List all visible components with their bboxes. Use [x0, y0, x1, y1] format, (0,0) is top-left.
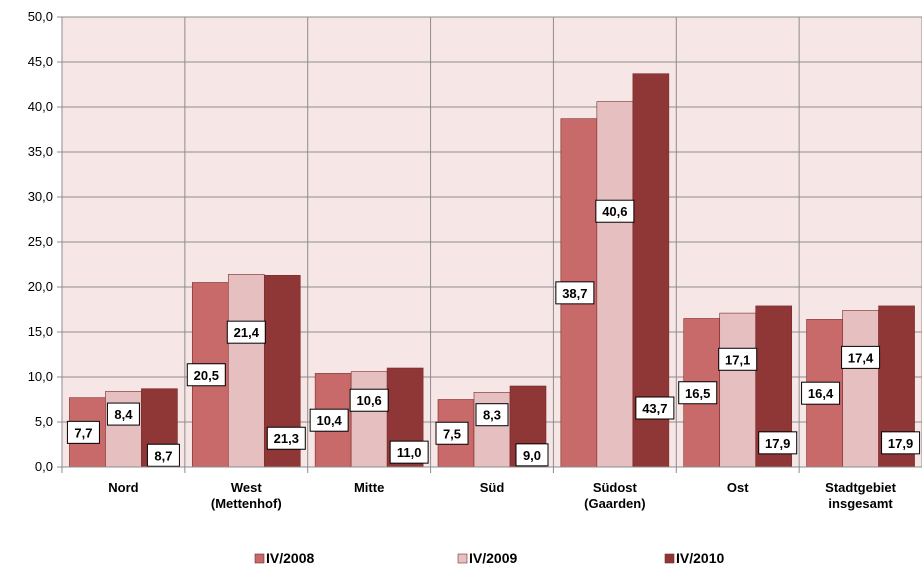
y-tick-label: 25,0 — [28, 234, 53, 249]
data-label: 43,7 — [642, 401, 667, 416]
legend-label: IV/2008 — [266, 550, 314, 566]
data-label-box — [678, 381, 718, 405]
y-tick-label: 40,0 — [28, 99, 53, 114]
legend: IV/2008 IV/2009 IV/2010 — [254, 550, 724, 566]
y-tick-label: 15,0 — [28, 324, 53, 339]
y-tick-label: 10,0 — [28, 369, 53, 384]
data-label: 38,7 — [562, 286, 587, 301]
legend-label: IV/2010 — [676, 550, 724, 566]
data-label: 7,7 — [74, 425, 92, 440]
data-label-box — [881, 431, 921, 455]
data-label: 40,6 — [602, 204, 627, 219]
data-label: 10,6 — [356, 393, 381, 408]
data-label-box — [389, 440, 429, 464]
data-label: 11,0 — [397, 445, 422, 460]
data-label: 20,5 — [194, 368, 219, 383]
bar-iv-2009 — [596, 101, 634, 468]
data-label-box — [309, 408, 349, 432]
x-tick-label: Mitte — [354, 480, 384, 495]
data-label: 8,4 — [114, 407, 133, 422]
data-label-box — [146, 443, 180, 467]
data-label: 10,4 — [316, 413, 342, 428]
data-label: 7,5 — [443, 426, 461, 441]
y-tick-label: 50,0 — [28, 9, 53, 24]
data-labels: 7,7 8,4 8,7 20,5 21,4 21,3 10,4 10,6 11,0 7,5 8,3 9… — [66, 199, 921, 467]
bar-iv-2009 — [842, 310, 879, 468]
legend-swatch — [664, 553, 675, 564]
data-label-box — [66, 420, 100, 444]
data-label-box — [635, 396, 675, 420]
data-label-box — [266, 426, 306, 450]
y-tick-label: 45,0 — [28, 54, 53, 69]
data-label: 16,4 — [808, 386, 834, 401]
data-label-box — [758, 431, 798, 455]
x-tick-label: West (Mettenhof) — [211, 480, 282, 511]
y-axis: 0,0 5,0 10,0 15,0 20,0 25,0 30,0 35,0 40,0 45,0 50… — [28, 9, 63, 474]
y-tick-label: 30,0 — [28, 189, 53, 204]
y-tick-label: 35,0 — [28, 144, 53, 159]
data-label: 21,3 — [274, 431, 299, 446]
bar-iv-2009 — [719, 312, 757, 468]
data-label: 16,5 — [685, 386, 710, 401]
data-label-box — [106, 402, 140, 426]
data-label-box — [801, 381, 841, 405]
data-label: 8,3 — [483, 408, 501, 423]
data-label-box — [475, 403, 509, 427]
data-label-box — [555, 281, 595, 305]
data-label-box — [226, 320, 266, 344]
y-tick-label: 0,0 — [35, 459, 53, 474]
legend-label: IV/2009 — [469, 550, 517, 566]
data-label: 8,7 — [154, 448, 172, 463]
data-label: 21,4 — [234, 325, 260, 340]
legend-swatch — [457, 553, 468, 564]
x-tick-label: Südost (Gaarden) — [584, 480, 645, 511]
data-label: 17,9 — [888, 436, 913, 451]
bar-iv-2009 — [350, 371, 388, 468]
x-tick-label: Ost — [727, 480, 749, 495]
data-label-box — [515, 443, 549, 467]
data-label-box — [595, 199, 635, 223]
legend-swatch — [254, 553, 265, 564]
x-tick-label: Süd — [480, 480, 505, 495]
data-label: 17,4 — [848, 350, 874, 365]
data-label: 9,0 — [523, 448, 541, 463]
data-label-box — [841, 345, 881, 369]
x-tick-label: Nord — [108, 480, 138, 495]
data-label-box — [186, 363, 226, 387]
data-label: 17,9 — [765, 436, 790, 451]
data-label-box — [435, 421, 469, 445]
y-tick-label: 20,0 — [28, 279, 53, 294]
data-label: 17,1 — [725, 352, 750, 367]
y-tick-label: 5,0 — [35, 414, 53, 429]
data-label-box — [349, 388, 389, 412]
x-tick-label: Stadtgebiet insgesamt — [825, 480, 896, 511]
x-axis: Nord West (Mettenhof) Mitte Süd Südost (Gaarde… — [62, 466, 922, 511]
data-label-box — [718, 347, 758, 371]
bar-iv-2009 — [227, 274, 265, 468]
